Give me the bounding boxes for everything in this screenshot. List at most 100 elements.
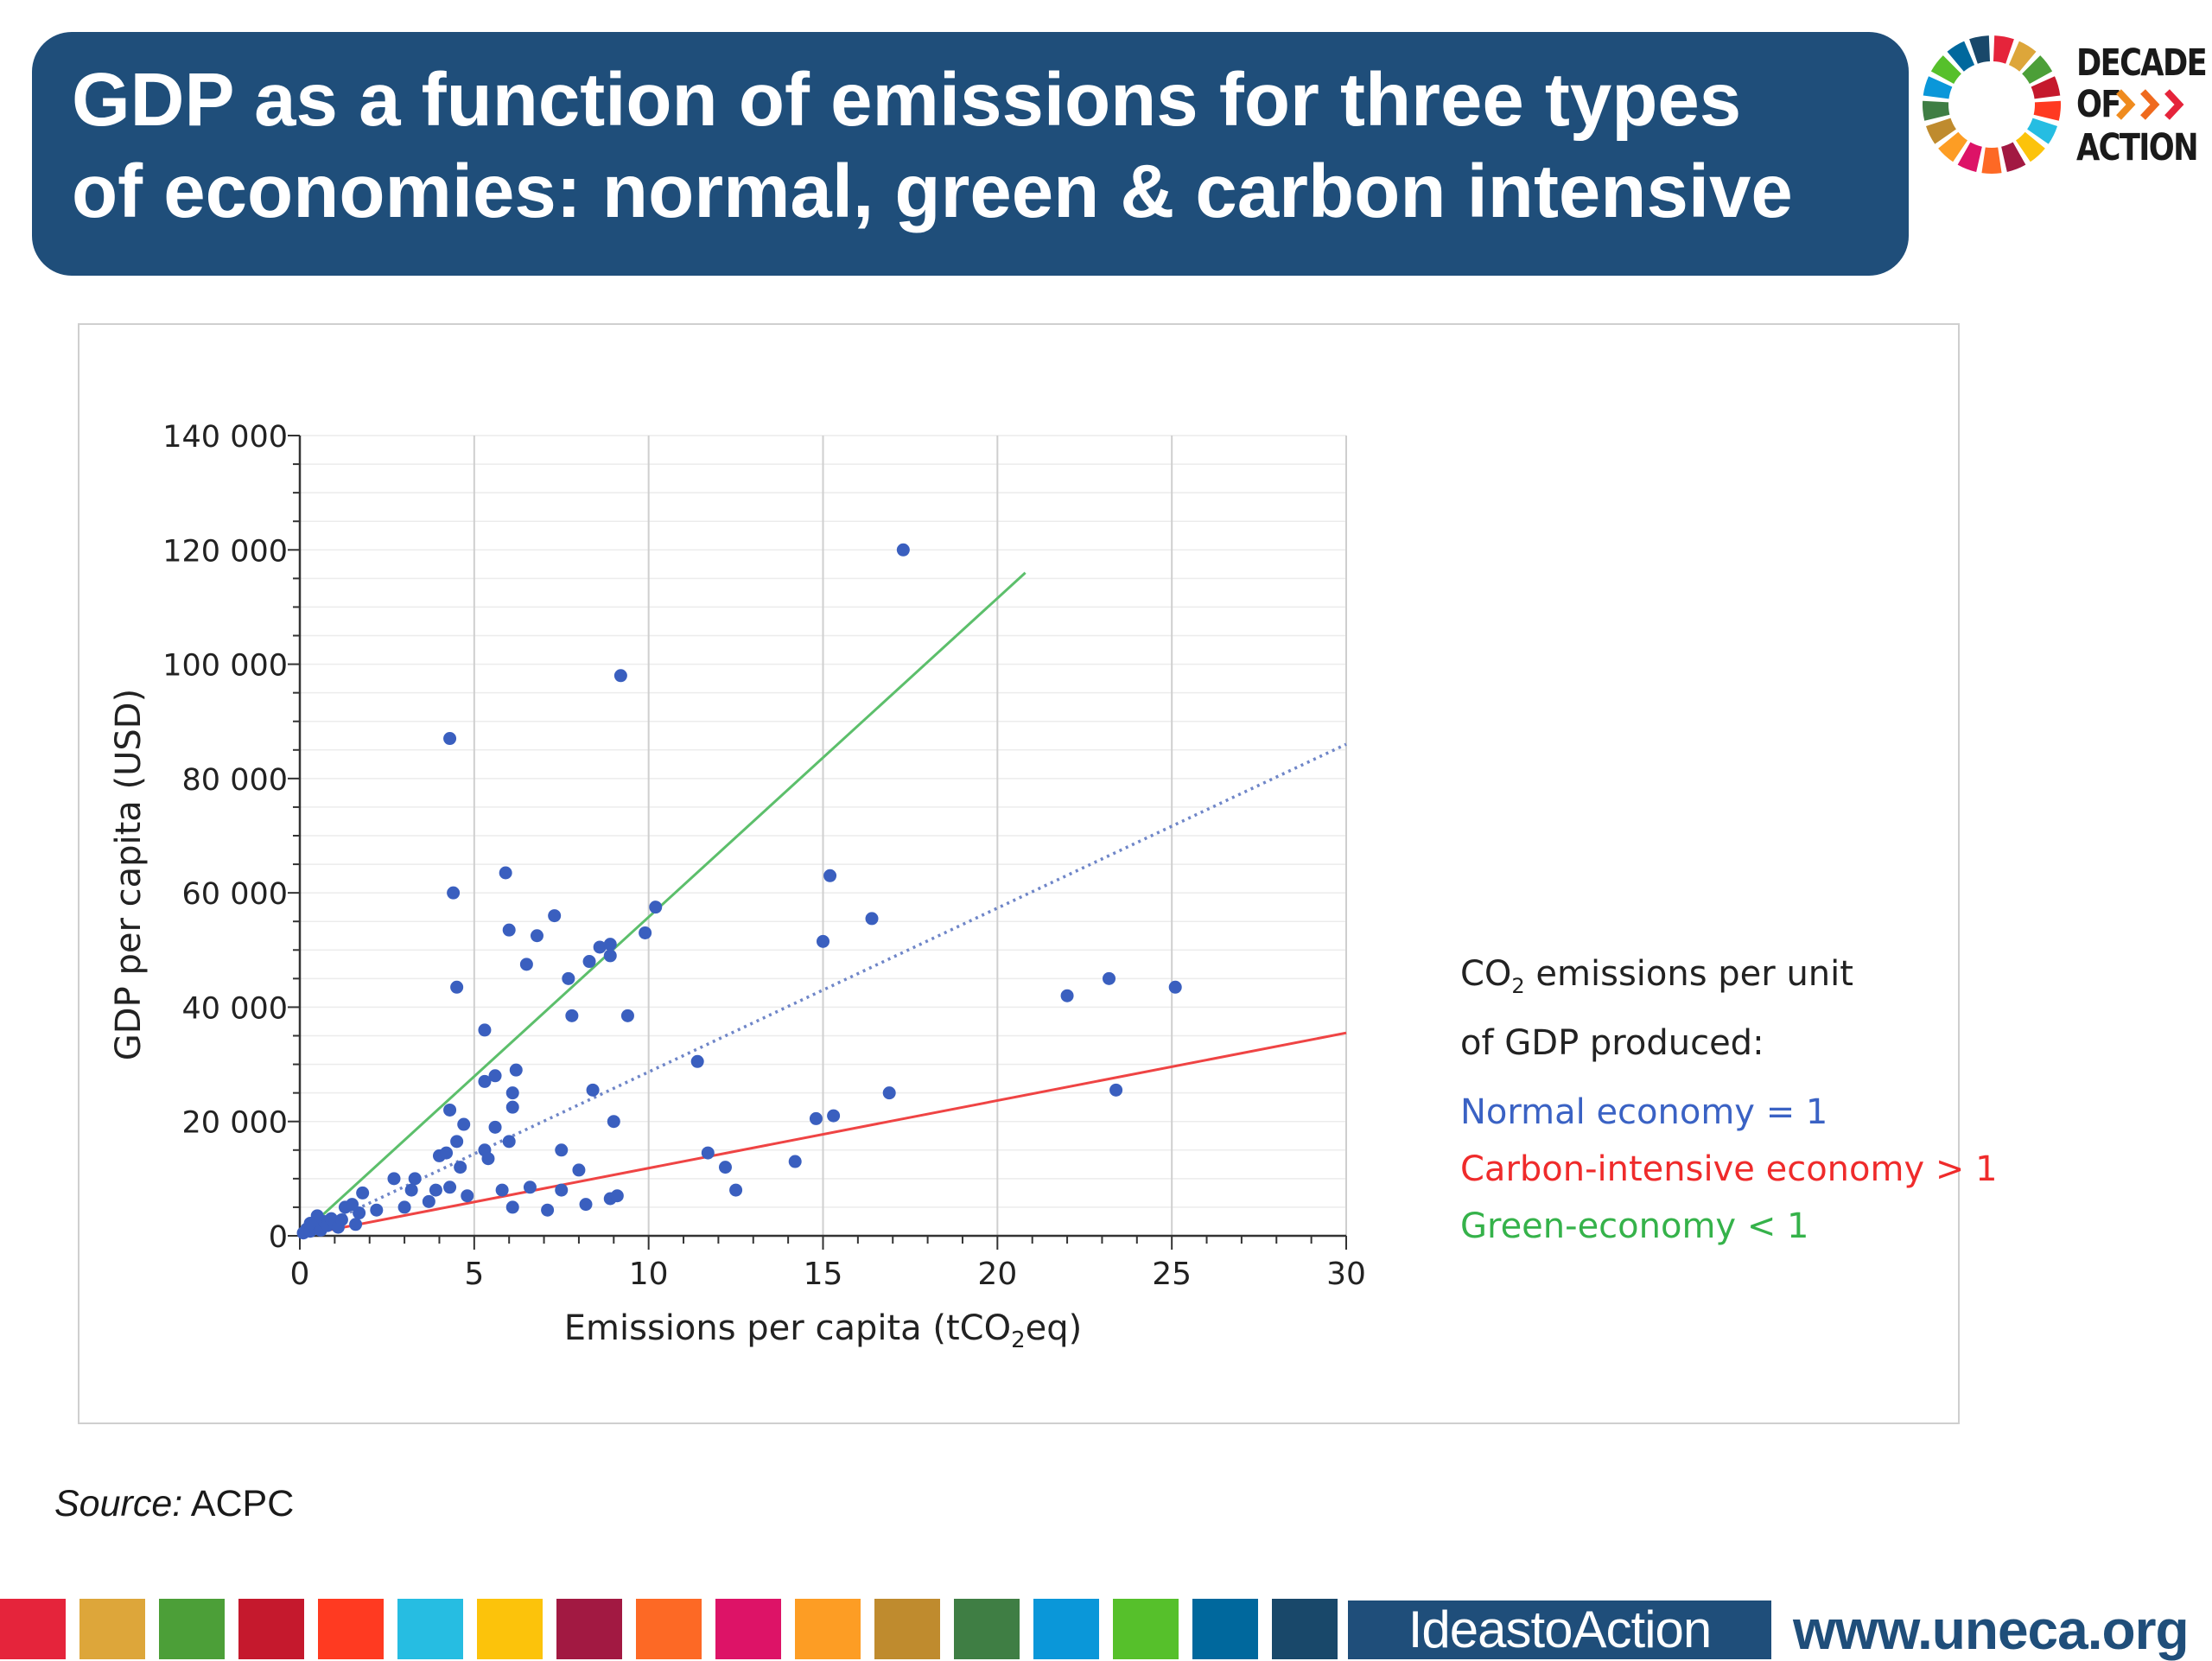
data-point [505,1100,519,1114]
data-point [718,1161,732,1174]
data-point [603,949,617,963]
x-tick-label: 25 [1152,1257,1192,1292]
sdg-wheel-segment [1925,118,1956,144]
data-point [447,886,461,900]
sdg-wheel-segment [2022,55,2053,84]
data-point [443,1103,457,1117]
data-point [788,1155,802,1168]
logo-word-action: ACTION [2076,126,2199,169]
footer-sdg-block [1192,1599,1258,1659]
legend-heading-line-1: CO2 emissions per unit [1460,945,1998,1015]
decade-of-action-logo: DECADE OF ACTION [1918,31,2208,178]
trend-lines [298,571,1347,1238]
y-tick-label: 120 000 [162,534,288,569]
data-point [572,1163,586,1177]
data-point [502,923,516,937]
data-point [429,1183,442,1197]
logo-word-of: OF [2076,83,2121,126]
footer-sdg-block [874,1599,940,1659]
sdg-wheel-segment [2001,142,2026,172]
data-point [346,1198,359,1212]
data-point [639,926,652,939]
footer-url-link[interactable]: www.uneca.org [1793,1599,2190,1661]
data-point [454,1161,467,1174]
footer-sdg-block [159,1599,225,1659]
data-point [387,1172,401,1186]
sdg-wheel-icon [1923,35,2061,174]
data-point [478,1074,492,1088]
data-point [1060,989,1074,1002]
y-tick-label: 60 000 [182,877,288,912]
page-title-line-1: GDP as a function of emissions for three… [72,58,1742,142]
data-point [582,955,596,969]
legend-item-normal: Normal economy = 1 [1460,1092,1828,1132]
data-point [303,1216,317,1230]
data-point [1168,980,1182,994]
footer-sdg-block [556,1599,622,1659]
data-point [586,1083,600,1097]
footer-sdg-block [79,1599,145,1659]
footer-sdg-block [0,1599,66,1659]
data-point [404,1183,418,1197]
trend-line-carbon-intensive [299,1031,1347,1238]
sdg-wheel-segment [2016,131,2045,162]
logo-word-decade: DECADE [2076,41,2208,85]
data-point [603,938,617,951]
data-point [443,732,457,746]
sdg-wheel-segment [2027,118,2058,144]
data-point [505,1086,519,1100]
data-point [701,1146,715,1160]
sdg-wheel-segment [2008,41,2037,72]
data-point [495,1183,509,1197]
legend: CO2 emissions per unit of GDP produced: … [1460,945,1998,1255]
sdg-wheel-segment [1930,55,1961,84]
x-tick-label: 10 [629,1257,669,1292]
data-point [579,1198,593,1212]
footer-sdg-block [477,1599,543,1659]
data-point [729,1183,743,1197]
trend-line-normal [299,742,1347,1238]
title-banner [32,32,1909,276]
footer-sdg-block [1272,1599,1338,1659]
data-point [548,909,562,923]
footer-sdg-block [954,1599,1020,1659]
legend-item-green: Green-economy < 1 [1460,1206,1809,1246]
ideas-to-action-badge: IdeastoAction [1348,1601,1771,1659]
scatter-chart: 0 5 10 15 20 25 30 0 20 000 40 000 60 000 80 000 100… [109,420,1366,1353]
data-point [457,1117,471,1131]
data-point [610,1189,624,1203]
data-point [422,1194,435,1208]
data-point [896,543,910,557]
y-tick-label: 80 000 [182,763,288,798]
data-point [519,958,533,971]
data-point [461,1189,474,1203]
axes [288,435,1347,1250]
data-point [1109,1083,1123,1097]
sdg-wheel-segment [1981,147,2002,174]
data-point [478,1023,492,1037]
footer-sdg-block [318,1599,384,1659]
data-point [607,1115,620,1129]
data-point [530,929,543,943]
data-point [817,934,830,948]
footer-sdg-block [795,1599,861,1659]
data-point [440,1146,454,1160]
data-point [509,1063,523,1077]
data-point [809,1111,823,1125]
sdg-wheel-segment [2031,76,2061,99]
sdg-wheel-segment [1957,142,1982,172]
y-tick-label: 40 000 [182,991,288,1026]
sdg-wheel-segment [2033,100,2061,121]
y-axis-label: GDP per capita (USD) [109,689,149,1060]
chart-frame: 0 5 10 15 20 25 30 0 20 000 40 000 60 000 80 000 100… [78,323,1998,1424]
sdg-wheel-segment [1923,100,1950,121]
data-points [296,543,1182,1240]
data-point [349,1218,363,1231]
footer-sdg-block [1113,1599,1179,1659]
data-point [370,1203,384,1217]
sdg-wheel-segment [1923,76,1953,99]
footer-sdg-block [397,1599,463,1659]
data-point [555,1143,569,1157]
data-point [523,1181,537,1194]
data-point [555,1183,569,1197]
